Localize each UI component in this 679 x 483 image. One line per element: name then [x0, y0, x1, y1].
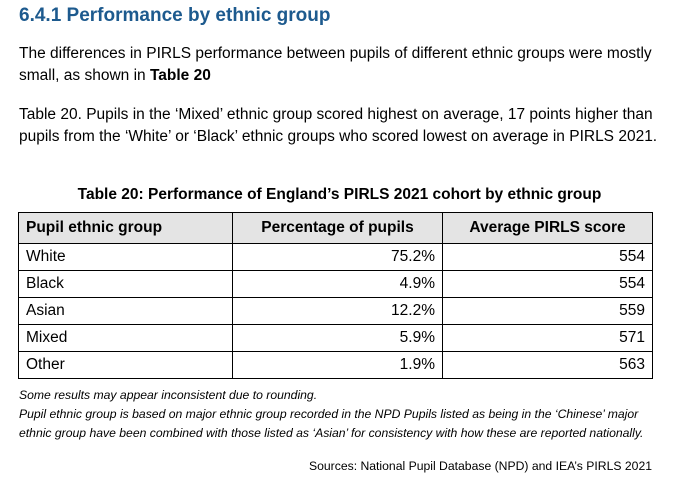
cell-score: 559	[442, 297, 653, 325]
cell-ethnic-group: Asian	[18, 297, 233, 325]
table-row: Black 4.9% 554	[18, 270, 653, 298]
table-title: Table 20: Performance of England’s PIRLS…	[77, 186, 602, 203]
cell-percentage: 4.9%	[232, 270, 443, 298]
cell-ethnic-group: Other	[18, 351, 233, 379]
sources-line: Sources: National Pupil Database (NPD) a…	[308, 459, 652, 473]
header-average-score: Average PIRLS score	[442, 212, 653, 244]
cell-ethnic-group: Mixed	[18, 324, 233, 352]
cell-score: 571	[442, 324, 653, 352]
cell-score: 563	[442, 351, 653, 379]
cell-ethnic-group: Black	[18, 270, 233, 298]
cell-score: 554	[442, 270, 653, 298]
section-heading: 6.4.1 Performance by ethnic group	[19, 5, 331, 26]
header-percentage: Percentage of pupils	[232, 212, 443, 244]
note-ethnic-group-definition: Pupil ethnic group is based on major eth…	[19, 407, 644, 440]
intro-text: The differences in PIRLS performance bet…	[19, 45, 652, 84]
ethnic-group-table: Pupil ethnic group Percentage of pupils …	[18, 212, 653, 379]
table-reference: Table 20	[149, 67, 211, 84]
table-row: Mixed 5.9% 571	[18, 324, 653, 352]
note-rounding: Some results may appear inconsistent due…	[19, 388, 318, 402]
table-caption-text: Table 20. Pupils in the ‘Mixed’ ethnic g…	[19, 106, 658, 145]
header-ethnic-group: Pupil ethnic group	[18, 212, 233, 244]
cell-percentage: 1.9%	[232, 351, 443, 379]
cell-percentage: 75.2%	[232, 243, 443, 271]
table-row: Other 1.9% 563	[18, 351, 653, 379]
table-header-row: Pupil ethnic group Percentage of pupils …	[18, 212, 653, 244]
cell-percentage: 12.2%	[232, 297, 443, 325]
cell-percentage: 5.9%	[232, 324, 443, 352]
cell-score: 554	[442, 243, 653, 271]
table-row: White 75.2% 554	[18, 243, 653, 271]
table-row: Asian 12.2% 559	[18, 297, 653, 325]
cell-ethnic-group: White	[18, 243, 233, 271]
intro-paragraph: The differences in PIRLS performance bet…	[19, 43, 664, 87]
